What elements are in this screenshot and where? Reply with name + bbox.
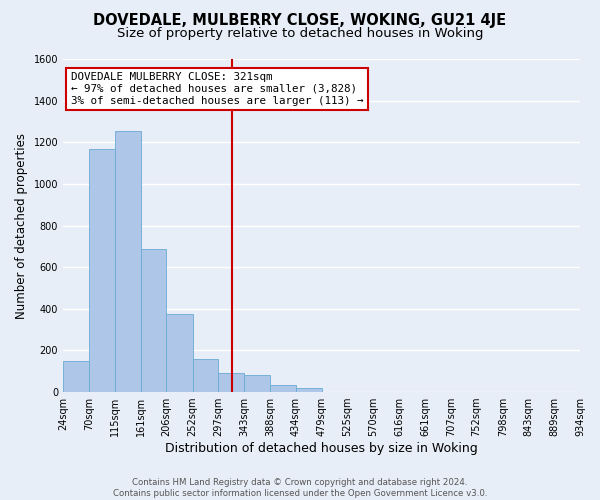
Text: DOVEDALE MULBERRY CLOSE: 321sqm
← 97% of detached houses are smaller (3,828)
3% : DOVEDALE MULBERRY CLOSE: 321sqm ← 97% of… bbox=[71, 72, 363, 106]
Text: Contains HM Land Registry data © Crown copyright and database right 2024.
Contai: Contains HM Land Registry data © Crown c… bbox=[113, 478, 487, 498]
Text: DOVEDALE, MULBERRY CLOSE, WOKING, GU21 4JE: DOVEDALE, MULBERRY CLOSE, WOKING, GU21 4… bbox=[94, 12, 506, 28]
Bar bbox=[166, 314, 193, 392]
Bar bbox=[244, 376, 270, 392]
Bar bbox=[193, 359, 218, 392]
Bar bbox=[115, 131, 141, 392]
Y-axis label: Number of detached properties: Number of detached properties bbox=[15, 132, 28, 318]
Bar bbox=[63, 361, 89, 392]
Bar bbox=[218, 374, 244, 392]
Bar bbox=[89, 148, 115, 392]
Bar bbox=[141, 250, 166, 392]
X-axis label: Distribution of detached houses by size in Woking: Distribution of detached houses by size … bbox=[165, 442, 478, 455]
Text: Size of property relative to detached houses in Woking: Size of property relative to detached ho… bbox=[117, 28, 483, 40]
Bar bbox=[296, 388, 322, 392]
Bar bbox=[270, 385, 296, 392]
